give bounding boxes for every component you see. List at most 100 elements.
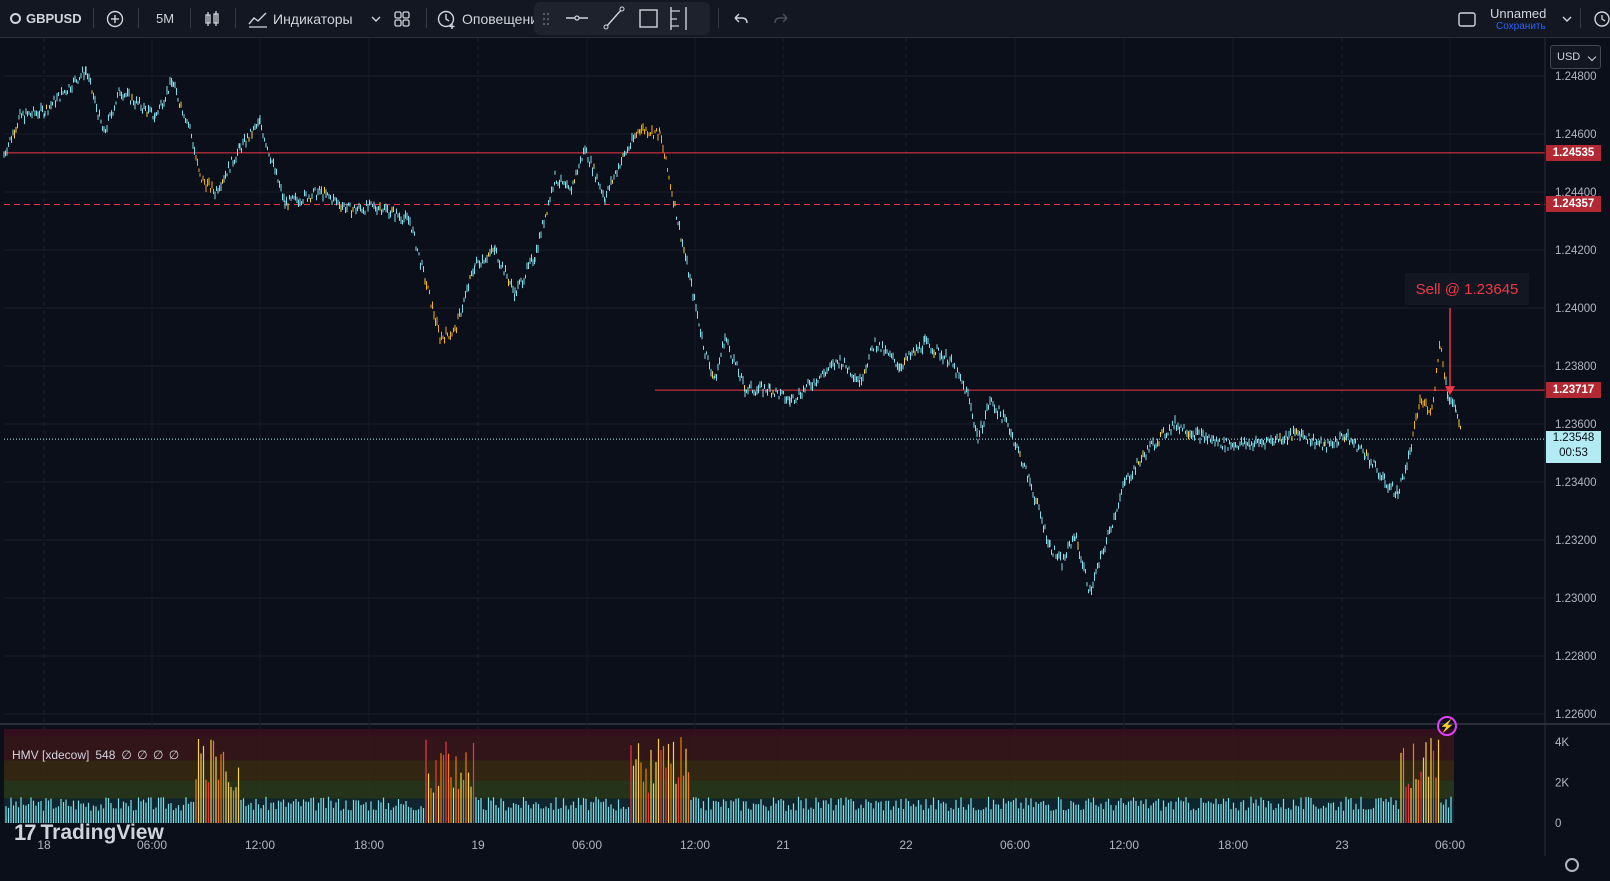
toolbar-divider (138, 8, 139, 28)
time-label: 06:00 (137, 838, 167, 852)
price-level-label: 1.23400 (1555, 477, 1597, 489)
redo-icon (774, 13, 788, 23)
time-label: 12:00 (1109, 838, 1139, 852)
time-label: 12:00 (245, 838, 275, 852)
fullscreen-icon (1458, 11, 1476, 27)
price-level-label: 1.24400 (1555, 187, 1597, 199)
candles-icon (205, 10, 219, 26)
line-price-tag: 1.24357 (1546, 196, 1601, 213)
search-icon (10, 13, 21, 24)
plus-circle-icon (106, 10, 124, 27)
fib-icon[interactable] (670, 7, 687, 30)
chevron-down-icon (371, 16, 381, 22)
indicators-button[interactable]: Индикаторы (248, 0, 381, 37)
redo-button[interactable] (773, 0, 791, 37)
fullscreen-button[interactable] (1457, 0, 1477, 37)
time-label: 19 (471, 838, 485, 852)
toolbar-divider (718, 8, 719, 28)
time-label: 06:00 (1435, 838, 1465, 852)
lightning-icon[interactable]: ⚡ (1437, 716, 1457, 736)
layout-name-button[interactable]: Unnamed Сохранить (1490, 0, 1546, 37)
line-price-tag: 1.24535 (1546, 144, 1601, 161)
chart-type-button[interactable] (203, 0, 221, 37)
time-label: 06:00 (572, 838, 602, 852)
horizontal-line-icon[interactable] (566, 15, 588, 21)
price-chart[interactable]: 1.24800 1.24600 1.24400 1.24200 1.24000 1.238… (0, 38, 1610, 856)
time-axis: 18 06:00 12:00 18:00 19 06:00 12:00 21 22 06:00 12… (37, 838, 1465, 852)
line-price-tag: 1.23717 (1546, 382, 1601, 399)
price-level-label: 1.23000 (1555, 593, 1597, 605)
price-axis: 1.24800 1.24600 1.24400 1.24200 1.24000 1.238… (1544, 38, 1597, 856)
time-label: 23 (1335, 838, 1349, 852)
hmv-extra-values: ∅ ∅ ∅ ∅ (121, 748, 181, 762)
save-label[interactable]: Сохранить (1496, 20, 1546, 32)
hmv-band (4, 760, 1454, 781)
hmv-band (4, 728, 1454, 737)
symbol-search-button[interactable]: GBPUSD (10, 0, 82, 37)
rectangle-icon[interactable] (639, 9, 658, 28)
settings-icon[interactable] (1565, 858, 1579, 872)
price-level-label: 1.22600 (1555, 709, 1597, 721)
price-level-label: 1.24800 (1555, 71, 1597, 83)
replay-button[interactable] (1592, 0, 1610, 37)
current-price-label: 1.23548 (1552, 432, 1595, 445)
indicators-icon (248, 12, 267, 28)
countdown-label: 00:53 (1559, 447, 1588, 460)
compare-symbol-button[interactable] (106, 0, 124, 37)
toolbar-divider (235, 8, 236, 28)
hmv-level-label: 0 (1555, 818, 1561, 830)
symbol-label: GBPUSD (26, 11, 82, 26)
time-label: 12:00 (680, 838, 710, 852)
current-price-tag: 1.23548 00:53 (1546, 431, 1601, 464)
sell-annotation[interactable]: Sell @ 1.23645 (1405, 273, 1529, 305)
time-label: 18 (37, 838, 51, 852)
chevron-down-icon (1587, 52, 1597, 62)
undo-icon (734, 13, 748, 23)
toolbar-divider (1580, 8, 1581, 28)
tv-mark-icon: 17 (14, 820, 37, 845)
clock-icon (1594, 10, 1610, 27)
price-level-label: 1.24200 (1555, 245, 1597, 257)
layout-menu-button[interactable] (1562, 0, 1572, 37)
indicators-label: Индикаторы (273, 10, 353, 27)
alerts-button[interactable]: Оповещени (437, 0, 538, 37)
hmv-volume-pane (4, 728, 1454, 823)
grid (0, 38, 1610, 820)
layout-name-label: Unnamed (1490, 5, 1547, 21)
tradingview-wordmark: TradingView (40, 821, 164, 844)
hmv-band (4, 736, 1454, 761)
sell-arrow-head (1445, 386, 1455, 396)
toolbar-divider (426, 8, 427, 28)
trend-line-icon[interactable] (603, 6, 625, 30)
templates-button[interactable] (393, 0, 411, 37)
price-level-label: 1.24000 (1555, 303, 1597, 315)
alerts-label: Оповещени (462, 10, 539, 27)
price-level-label: 1.23600 (1555, 419, 1597, 431)
price-level-label: 1.22800 (1555, 651, 1597, 663)
top-toolbar: GBPUSD 5M Индикаторы Оповещени (0, 0, 1610, 38)
time-label: 06:00 (1000, 838, 1030, 852)
time-label: 22 (899, 838, 913, 852)
hmv-title: HMV [xdecow] (12, 748, 90, 762)
price-level-label: 1.23800 (1555, 361, 1597, 373)
currency-select[interactable]: USD (1550, 45, 1601, 69)
hmv-band (4, 780, 1454, 799)
hmv-level-label: 2K (1555, 778, 1569, 790)
chevron-down-icon (1562, 16, 1572, 22)
hmv-value: 548 (95, 748, 116, 762)
time-label: 18:00 (1218, 838, 1248, 852)
tradingview-logo[interactable]: 17 TradingView (14, 820, 164, 846)
undo-button[interactable] (731, 0, 749, 37)
templates-icon (394, 10, 410, 27)
drawing-tools (543, 6, 687, 30)
hmv-legend[interactable]: HMV [xdecow] 548 ∅ ∅ ∅ ∅ (12, 748, 180, 762)
time-label: 18:00 (354, 838, 384, 852)
time-label: 21 (776, 838, 790, 852)
drag-handle-icon[interactable] (543, 13, 549, 25)
drawing-toolbar (534, 2, 710, 35)
chart-area[interactable]: 1.24800 1.24600 1.24400 1.24200 1.24000 1.238… (0, 38, 1610, 856)
alert-clock-icon (437, 10, 455, 29)
toolbar-divider (93, 8, 94, 28)
price-level-label: 1.23200 (1555, 535, 1597, 547)
interval-button[interactable]: 5M (156, 11, 175, 26)
